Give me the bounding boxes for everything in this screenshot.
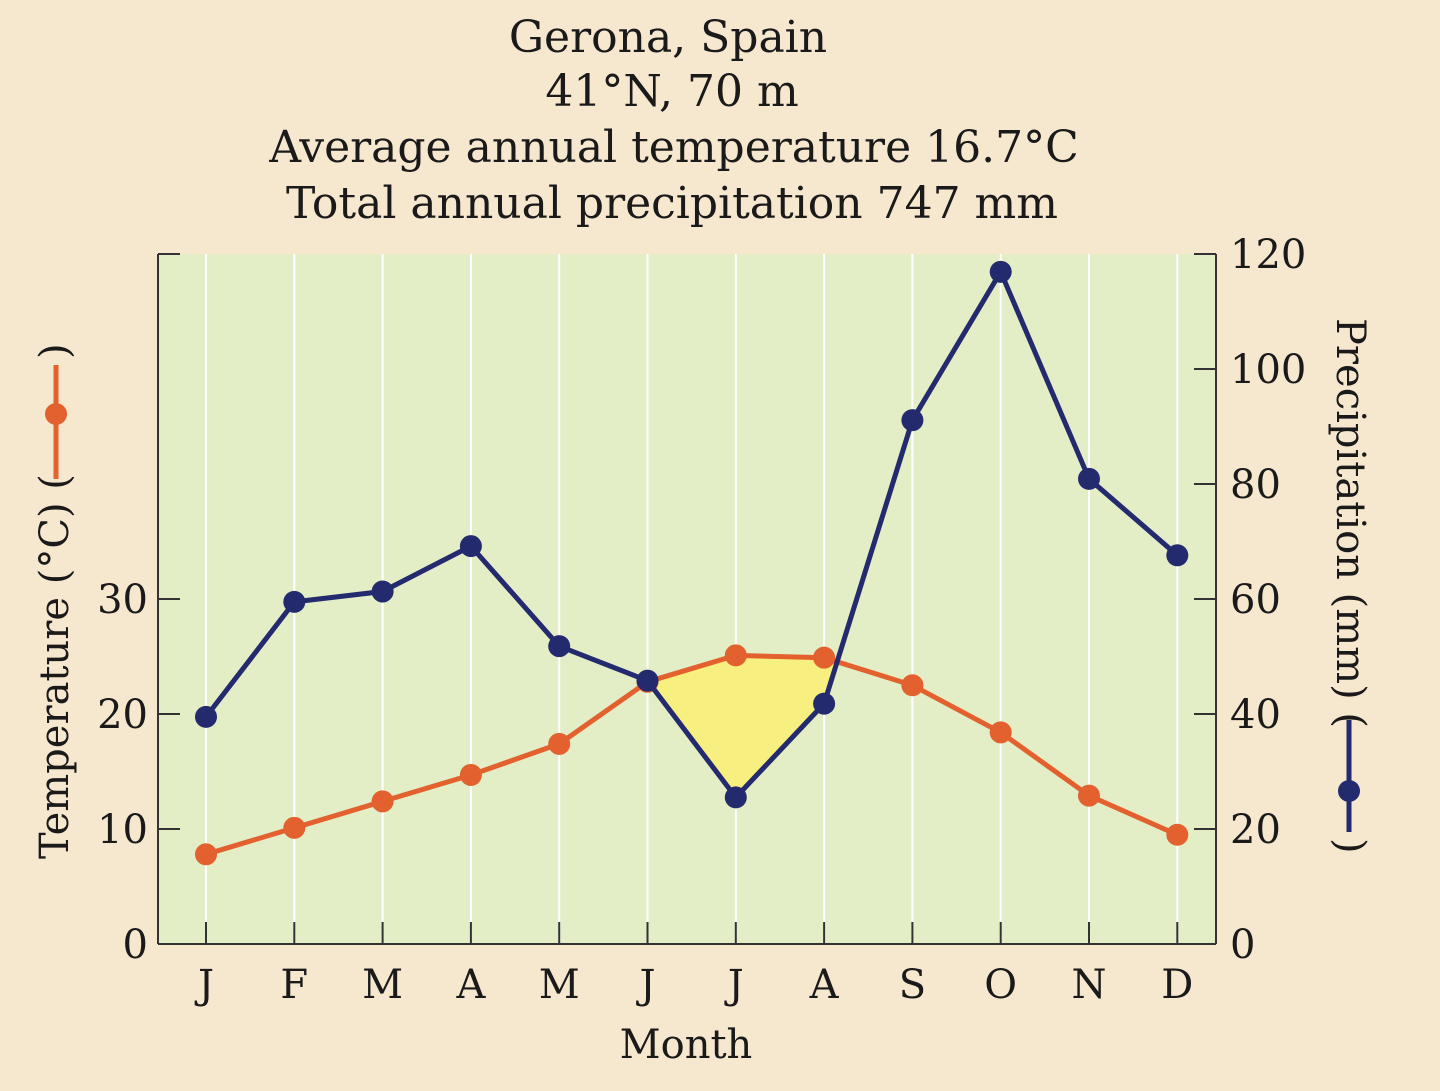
precipitation-point xyxy=(371,580,394,603)
temperature-point xyxy=(989,721,1012,744)
series-lines xyxy=(195,260,1189,866)
precipitation-point xyxy=(1078,467,1100,490)
chart-title: Gerona, Spain 41°N, 70 m Average annual … xyxy=(268,12,1079,229)
precipitation-point xyxy=(283,590,306,613)
precipitation-point xyxy=(813,692,836,715)
right-axis-title-close: ) xyxy=(1327,838,1373,854)
temperature-point xyxy=(724,644,747,667)
x-tick-label: M xyxy=(539,962,580,1008)
title-line-temperature: Average annual temperature 16.7°C xyxy=(268,122,1079,173)
precipitation-point xyxy=(548,635,571,658)
right-tick-label: 40 xyxy=(1230,692,1281,738)
right-tick-label: 120 xyxy=(1230,232,1306,278)
right-tick-label: 60 xyxy=(1230,577,1281,623)
x-tick-label: J xyxy=(194,962,214,1008)
left-tick-label: 10 xyxy=(97,807,148,853)
right-axis-ticks: 0 20 40 60 80 100 120 xyxy=(1194,232,1306,968)
x-tick-label: O xyxy=(984,962,1017,1008)
x-tick-label: J xyxy=(635,962,655,1008)
precipitation-point xyxy=(901,409,924,432)
x-tick-label: A xyxy=(809,962,840,1008)
left-axis-title-text: Temperature (°C) ( xyxy=(32,474,78,859)
left-axis-title-close: ) xyxy=(32,343,78,359)
x-tick-label: S xyxy=(899,962,926,1008)
title-line-precipitation: Total annual precipitation 747 mm xyxy=(286,178,1058,229)
precipitation-point xyxy=(636,669,659,692)
precipitation-point xyxy=(1166,544,1189,567)
right-tick-label: 0 xyxy=(1230,922,1255,968)
precipitation-point xyxy=(989,260,1012,283)
x-tick-label: F xyxy=(280,962,308,1008)
dry-period-area xyxy=(648,655,838,798)
left-axis-legend-marker xyxy=(45,403,67,425)
right-tick-label: 20 xyxy=(1230,807,1281,853)
title-line-location: Gerona, Spain xyxy=(509,12,827,63)
temperature-point xyxy=(548,732,571,755)
left-axis-title: Temperature (°C) ( ) xyxy=(32,343,78,859)
x-tick-label: D xyxy=(1161,962,1193,1008)
temperature-point xyxy=(901,674,924,697)
temperature-point xyxy=(1166,823,1189,846)
temperature-point xyxy=(371,790,394,813)
left-tick-label: 30 xyxy=(97,577,148,623)
precipitation-point xyxy=(195,705,217,728)
temperature-point xyxy=(195,843,217,866)
left-tick-label: 20 xyxy=(97,692,148,738)
temperature-line xyxy=(205,652,1179,857)
left-axis-ticks: 0 10 20 30 xyxy=(97,577,180,968)
temperature-point xyxy=(1078,784,1100,807)
x-tick-label: A xyxy=(455,962,486,1008)
temperature-point xyxy=(459,763,482,786)
title-line-coordinates: 41°N, 70 m xyxy=(545,66,798,117)
left-tick-label: 0 xyxy=(123,922,148,968)
right-tick-label: 80 xyxy=(1230,462,1281,508)
precipitation-line xyxy=(204,269,1179,800)
right-axis-title-text: Precipitation (mm) ( xyxy=(1327,318,1373,728)
right-axis-legend-marker xyxy=(1338,780,1360,802)
right-axis-title: Precipitation (mm) ( ) xyxy=(1327,318,1373,854)
x-tick-label: J xyxy=(724,962,744,1008)
x-tick-label: N xyxy=(1072,962,1107,1008)
x-tick-label: M xyxy=(362,962,403,1008)
x-axis-title: Month xyxy=(620,1022,753,1068)
temperature-point xyxy=(283,816,306,839)
right-tick-label: 100 xyxy=(1230,347,1306,393)
temperature-point xyxy=(813,646,836,669)
precipitation-point xyxy=(724,786,747,809)
precipitation-point xyxy=(459,535,482,558)
